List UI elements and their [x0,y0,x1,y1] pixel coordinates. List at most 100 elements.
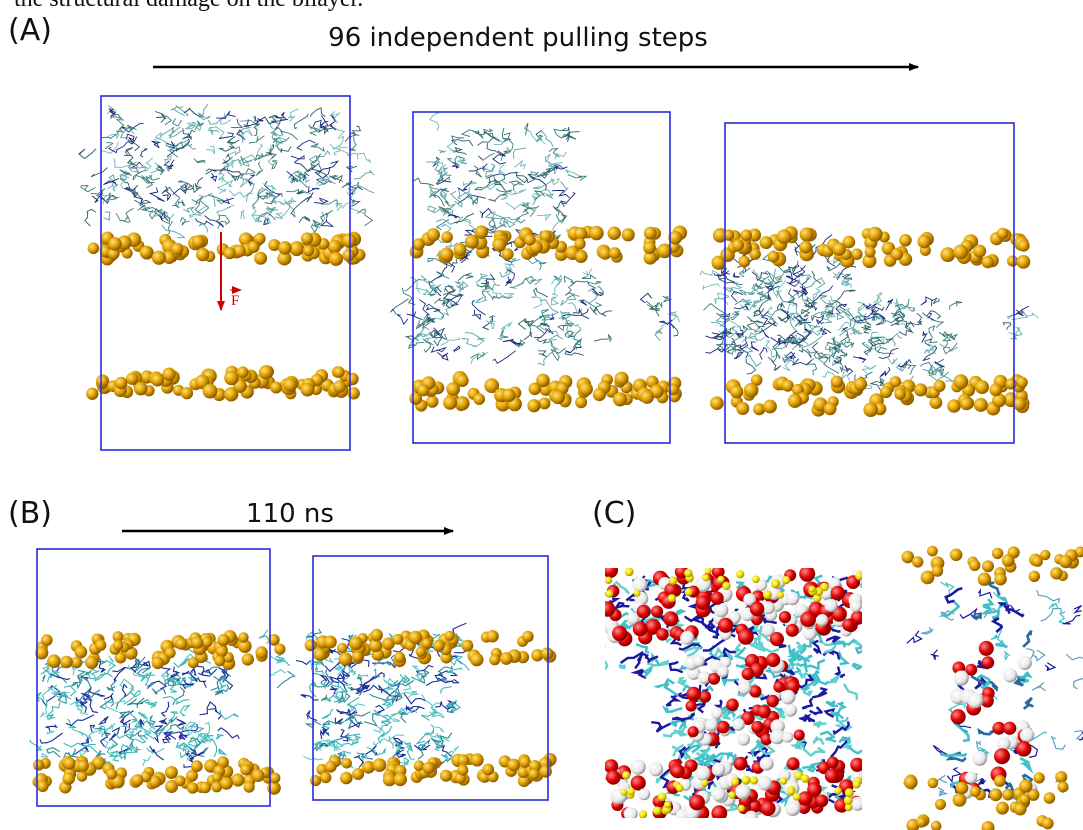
lipid-tail [169,144,182,158]
lipid-tail [430,737,443,745]
panel-label: (C) [592,496,636,531]
lipid-tail [465,331,485,341]
atom-sphere [853,377,868,391]
lipid-tail [332,146,359,157]
lipid-tail [294,162,317,173]
lipid-tail [115,119,125,133]
atom-sphere [744,810,758,818]
lipid-tail [326,694,342,703]
atom-sphere [87,242,100,255]
lipid-tail [1002,322,1012,331]
lipid-tail [731,281,743,292]
lipid-tail [721,710,732,721]
lipid-tail [133,199,152,205]
atom-sphere [844,803,853,812]
lipid-tail [1016,305,1030,317]
lipid-tail [799,679,816,691]
lipid-tail [113,667,126,682]
lipid-tail [134,729,148,740]
lipid-tail [329,675,347,690]
lipid-tail [148,209,167,220]
atom-sphere [981,821,995,830]
lipid-tail [523,330,533,341]
atom-sphere [1055,771,1068,783]
lipid-tail [46,747,61,758]
lipid-tail [1031,682,1046,692]
lipid-tail [356,673,363,687]
lipid-tail [678,643,703,651]
lipid-tail [748,332,758,342]
lipid-tail [893,301,910,310]
atom-sphere [578,382,593,397]
atom-sphere [779,777,788,785]
panel-label: (A) [8,13,52,48]
lipid-tail [588,280,602,285]
lipid-tail [837,321,851,331]
lipid-tail [155,165,165,176]
lipid-tail [103,692,114,700]
lipid-tail [512,147,527,160]
atom-sphere [692,655,705,667]
atom-sphere [1019,793,1031,805]
atom-sphere [994,572,1007,586]
lipid-tail [452,345,461,353]
atom-sphere [426,395,439,408]
lipid-tail [65,714,95,727]
lipid-tail [256,143,263,159]
atom-sphere [455,396,470,411]
lipid-tail [810,639,822,655]
lipid-tail [787,340,804,347]
lipid-tail [890,307,906,320]
lipid-tail [980,609,1001,620]
atom-sphere [741,775,751,785]
lipid-tail [931,297,940,307]
atom-sphere [313,648,327,661]
lipid-tail [239,175,249,188]
lipid-tail [430,329,446,340]
lipid-tail [146,680,168,690]
lipid-tail [140,157,153,170]
lipid-tail [699,269,720,276]
atom-sphere [527,399,541,413]
atom-sphere [254,251,268,265]
lipid-tail [551,279,561,296]
lipid-tail [479,273,489,282]
lipid-tail [450,191,463,208]
lipid-tail [382,677,395,686]
atom-sphere [630,759,646,775]
atom-sphere [486,630,499,643]
lipid-tail [823,308,836,318]
lipid-tail [310,677,328,688]
atom-sphere [761,601,775,615]
atom-sphere [769,632,785,647]
lipid-tail [108,108,116,118]
lipid-tail [551,190,570,199]
lipid-tail [861,365,877,375]
atom-sphere [643,241,656,255]
lipid-tail [399,711,409,724]
lipid-tail [127,163,139,173]
atom-sphere [889,376,902,388]
lipid-tail [353,755,365,768]
atom-sphere [664,582,679,598]
lipid-tail [381,698,393,706]
atom-sphere [464,234,479,249]
lipid-tail [138,719,152,726]
atom-sphere [164,766,178,779]
lipid-tail [834,340,847,348]
lipid-tail [1044,662,1057,672]
lipid-tail [659,767,672,789]
lipid-tail [446,140,459,153]
lipid-tail [274,119,289,133]
lipid-tail [207,126,225,139]
atom-sphere [737,680,752,695]
lipid-tail [655,301,663,309]
atom-sphere [148,775,162,788]
lipid-tail [120,177,134,191]
lipid-tail [134,656,146,666]
lipid-tail [298,215,311,223]
atom-sphere [880,385,893,399]
lipid-tail [170,724,185,733]
atom-sphere [111,775,125,789]
lipid-tail [797,272,812,283]
